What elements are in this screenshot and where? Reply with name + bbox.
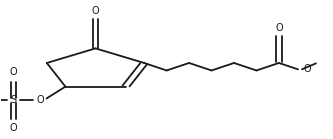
Text: O: O — [10, 67, 17, 77]
Text: O: O — [10, 123, 17, 133]
Text: O: O — [304, 64, 312, 74]
Text: O: O — [275, 23, 283, 33]
Text: O: O — [92, 6, 99, 16]
Text: O: O — [37, 95, 45, 105]
Text: S: S — [11, 95, 17, 105]
